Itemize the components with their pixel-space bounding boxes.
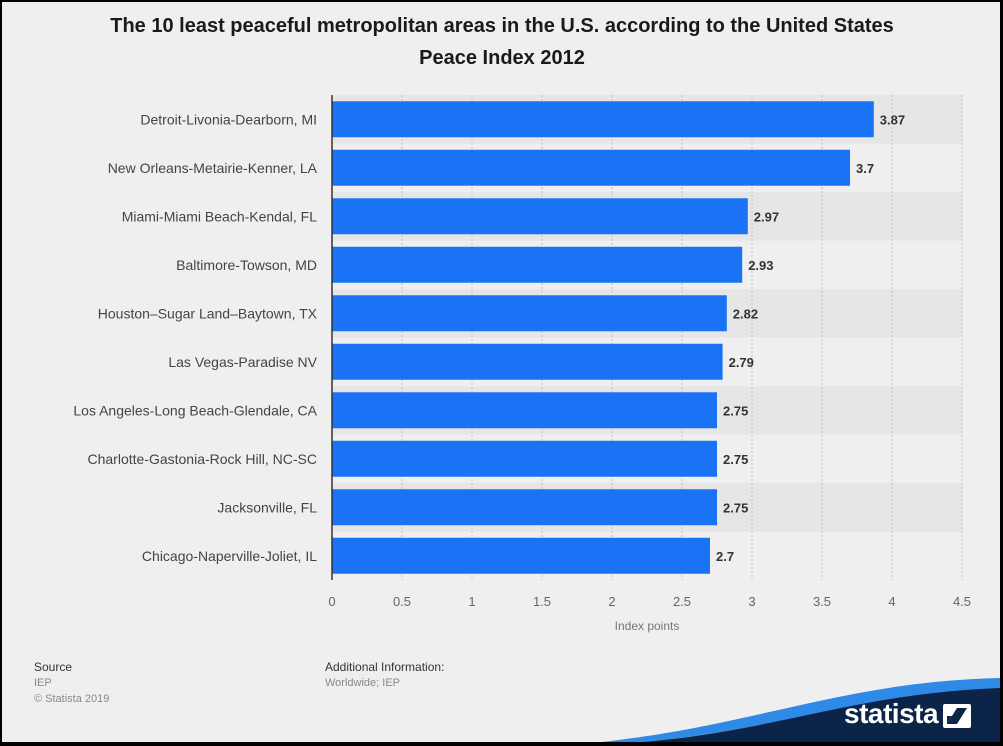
statista-logo-icon <box>943 704 971 728</box>
category-label: Charlotte-Gastonia-Rock Hill, NC-SC <box>87 451 317 467</box>
value-label: 2.93 <box>748 258 773 273</box>
x-tick-label: 1.5 <box>533 594 551 609</box>
x-tick-label: 0.5 <box>393 594 411 609</box>
category-label: Jacksonville, FL <box>217 499 317 515</box>
banner-background <box>642 688 1000 742</box>
bar <box>332 295 727 332</box>
x-tick-label: 4.5 <box>953 594 971 609</box>
bar <box>332 101 874 138</box>
value-label: 3.87 <box>880 112 905 127</box>
category-label: Baltimore-Towson, MD <box>176 257 317 273</box>
x-tick-label: 4 <box>888 594 895 609</box>
value-label: 2.82 <box>733 306 758 321</box>
value-label: 2.75 <box>723 452 748 467</box>
bar-chart: Detroit-Livonia-Dearborn, MI New Orleans-… <box>73 95 971 633</box>
x-tick-label: 1 <box>468 594 475 609</box>
value-label: 2.75 <box>723 500 748 515</box>
x-tick-label: 0 <box>328 594 335 609</box>
additional-info-heading: Additional Information: <box>325 660 445 674</box>
bar <box>332 537 710 574</box>
category-label: Los Angeles-Long Beach-Glendale, CA <box>73 402 317 418</box>
bar <box>332 440 717 477</box>
category-label: Chicago-Naperville-Joliet, IL <box>142 548 317 564</box>
bar <box>332 198 748 235</box>
additional-info-value: Worldwide; IEP <box>325 677 400 689</box>
copyright-link[interactable]: © Statista 2019 <box>34 693 110 705</box>
bar <box>332 343 723 380</box>
x-tick-label: 3.5 <box>813 594 831 609</box>
banner-accent-swoosh <box>602 678 1000 742</box>
bar <box>332 489 717 526</box>
source-value: IEP <box>34 677 52 689</box>
category-label: Detroit-Livonia-Dearborn, MI <box>140 111 317 127</box>
category-label: New Orleans-Metairie-Kenner, LA <box>108 160 318 176</box>
category-label: Las Vegas-Paradise NV <box>168 354 317 370</box>
x-axis-title: Index points <box>615 619 680 633</box>
source-heading: Source <box>34 660 73 674</box>
bar <box>332 149 850 186</box>
x-tick-label: 2.5 <box>673 594 691 609</box>
category-label: Houston–Sugar Land–Baytown, TX <box>98 305 318 321</box>
value-label: 2.97 <box>754 209 779 224</box>
x-tick-label: 2 <box>608 594 615 609</box>
value-label: 2.79 <box>729 355 754 370</box>
source-block: Source IEP © Statista 2019 <box>34 659 109 707</box>
statista-logo[interactable]: statista <box>844 698 939 729</box>
value-label: 3.7 <box>856 161 874 176</box>
bar <box>332 392 717 429</box>
x-tick-label: 3 <box>748 594 755 609</box>
category-label: Miami-Miami Beach-Kendal, FL <box>122 208 317 224</box>
value-label: 2.75 <box>723 403 748 418</box>
chart-title: The 10 least peaceful metropolitan areas… <box>110 15 894 69</box>
bar <box>332 246 743 283</box>
additional-info-block: Additional Information: Worldwide; IEP <box>325 659 444 691</box>
value-label: 2.7 <box>716 549 734 564</box>
